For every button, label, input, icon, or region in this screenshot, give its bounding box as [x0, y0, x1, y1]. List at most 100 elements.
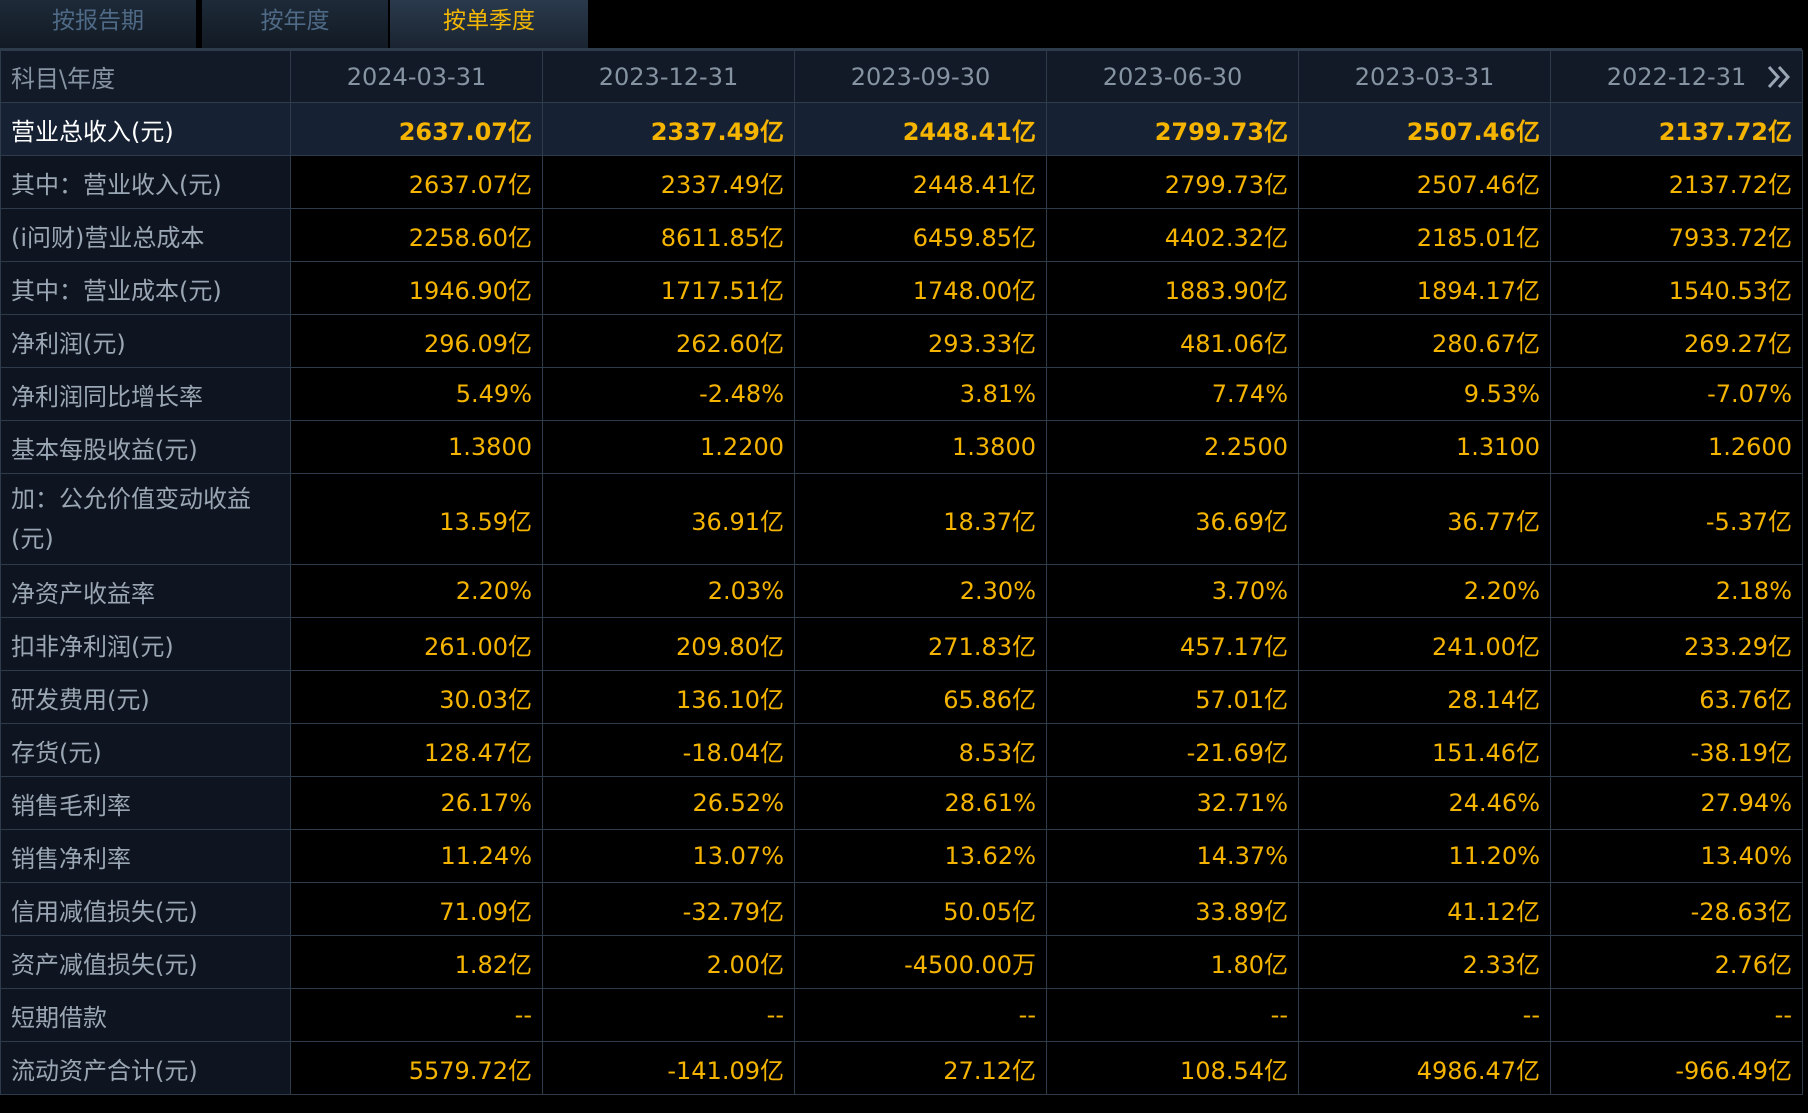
row-label[interactable]: 短期借款	[0, 988, 291, 1042]
table-cell: 128.47亿	[290, 723, 543, 777]
table-cell: 50.05亿	[794, 882, 1047, 936]
double-chevron-right-icon[interactable]	[1766, 62, 1792, 92]
table-row: 净资产收益率 2.20% 2.03% 2.30% 3.70% 2.20% 2.18%	[0, 564, 1803, 618]
table-cell: 1.3800	[794, 420, 1047, 474]
row-label[interactable]: 加：公允价值变动收益(元)	[0, 473, 291, 565]
row-label[interactable]: 销售净利率	[0, 829, 291, 883]
table-cell: 27.94%	[1550, 776, 1803, 830]
table-cell: 2507.46亿	[1298, 102, 1551, 156]
table-cell: 32.71%	[1046, 776, 1299, 830]
table-cell: 2799.73亿	[1046, 102, 1299, 156]
table-cell: 280.67亿	[1298, 314, 1551, 368]
table-header-row: 科目\年度 2024-03-31 2023-12-31 2023-09-30 2…	[0, 50, 1803, 103]
table-cell: 4402.32亿	[1046, 208, 1299, 262]
table-cell: 1946.90亿	[290, 261, 543, 315]
table-cell: 7933.72亿	[1550, 208, 1803, 262]
row-label[interactable]: (i问财)营业总成本	[0, 208, 291, 262]
table-cell: 269.27亿	[1550, 314, 1803, 368]
table-cell: -18.04亿	[542, 723, 795, 777]
corner-header: 科目\年度	[0, 50, 291, 103]
table-cell: 108.54亿	[1046, 1041, 1299, 1095]
table-cell: 2137.72亿	[1550, 102, 1803, 156]
row-label[interactable]: 净利润同比增长率	[0, 367, 291, 421]
row-label[interactable]: 研发费用(元)	[0, 670, 291, 724]
table-cell: 2137.72亿	[1550, 155, 1803, 209]
row-label[interactable]: 扣非净利润(元)	[0, 617, 291, 671]
table-cell: 71.09亿	[290, 882, 543, 936]
table-row: 加：公允价值变动收益(元) 13.59亿 36.91亿 18.37亿 36.69亿 36.…	[0, 473, 1803, 565]
table-row: 其中：营业收入(元) 2637.07亿 2337.49亿 2448.41亿 2799.7…	[0, 155, 1803, 209]
table-cell: -32.79亿	[542, 882, 795, 936]
row-label[interactable]: 其中：营业收入(元)	[0, 155, 291, 209]
row-label[interactable]: 基本每股收益(元)	[0, 420, 291, 474]
row-label[interactable]: 资产减值损失(元)	[0, 935, 291, 989]
table-row: 流动资产合计(元) 5579.72亿 -141.09亿 27.12亿 108.54亿 49…	[0, 1041, 1803, 1095]
table-cell: 26.17%	[290, 776, 543, 830]
table-cell: -4500.00万	[794, 935, 1047, 989]
table-row: 销售净利率 11.24% 13.07% 13.62% 14.37% 11.20% 13.40…	[0, 829, 1803, 883]
tab-bar: 按报告期 按年度 按单季度	[0, 0, 1808, 48]
column-header: 2024-03-31	[290, 50, 543, 103]
table-cell: 2337.49亿	[542, 155, 795, 209]
table-cell: 271.83亿	[794, 617, 1047, 671]
tab-by-quarter[interactable]: 按单季度	[390, 0, 588, 48]
row-label[interactable]: 净利润(元)	[0, 314, 291, 368]
row-label[interactable]: 净资产收益率	[0, 564, 291, 618]
table-cell: 2507.46亿	[1298, 155, 1551, 209]
column-header: 2022-12-31	[1550, 50, 1803, 103]
row-label[interactable]: 流动资产合计(元)	[0, 1041, 291, 1095]
table-row: 其中：营业成本(元) 1946.90亿 1717.51亿 1748.00亿 1883.9…	[0, 261, 1803, 315]
table-cell: 1.82亿	[290, 935, 543, 989]
table-cell: 9.53%	[1298, 367, 1551, 421]
table-cell: 13.62%	[794, 829, 1047, 883]
row-label[interactable]: 信用减值损失(元)	[0, 882, 291, 936]
table-cell: 2185.01亿	[1298, 208, 1551, 262]
row-label[interactable]: 营业总收入(元)	[0, 102, 291, 156]
table-cell: 1.2200	[542, 420, 795, 474]
table-cell: 296.09亿	[290, 314, 543, 368]
table-cell: 36.77亿	[1298, 473, 1551, 565]
table-cell: 8.53亿	[794, 723, 1047, 777]
row-label[interactable]: 销售毛利率	[0, 776, 291, 830]
table-cell: 136.10亿	[542, 670, 795, 724]
table-cell: 2.00亿	[542, 935, 795, 989]
table-cell: 241.00亿	[1298, 617, 1551, 671]
table-cell: -966.49亿	[1550, 1041, 1803, 1095]
table-cell: 151.46亿	[1298, 723, 1551, 777]
table-cell: --	[794, 988, 1047, 1042]
table-row: 净利润同比增长率 5.49% -2.48% 3.81% 7.74% 9.53% -7.07%	[0, 367, 1803, 421]
financial-table-container: 科目\年度 2024-03-31 2023-12-31 2023-09-30 2…	[0, 48, 1803, 1095]
table-cell: 11.24%	[290, 829, 543, 883]
table-cell: 6459.85亿	[794, 208, 1047, 262]
table-row: 扣非净利润(元) 261.00亿 209.80亿 271.83亿 457.17亿 241.…	[0, 617, 1803, 671]
table-cell: -28.63亿	[1550, 882, 1803, 936]
table-cell: 13.40%	[1550, 829, 1803, 883]
row-label[interactable]: 其中：营业成本(元)	[0, 261, 291, 315]
row-label[interactable]: 存货(元)	[0, 723, 291, 777]
table-row: 销售毛利率 26.17% 26.52% 28.61% 32.71% 24.46% 27.94…	[0, 776, 1803, 830]
table-cell: 262.60亿	[542, 314, 795, 368]
table-cell: 1540.53亿	[1550, 261, 1803, 315]
table-row: 信用减值损失(元) 71.09亿 -32.79亿 50.05亿 33.89亿 41.12亿…	[0, 882, 1803, 936]
table-cell: 27.12亿	[794, 1041, 1047, 1095]
table-cell: 18.37亿	[794, 473, 1047, 565]
table-cell: -2.48%	[542, 367, 795, 421]
table-cell: 1.2600	[1550, 420, 1803, 474]
tab-by-report-period[interactable]: 按报告期	[0, 0, 196, 48]
table-cell: 481.06亿	[1046, 314, 1299, 368]
table-cell: 63.76亿	[1550, 670, 1803, 724]
table-row: 基本每股收益(元) 1.3800 1.2200 1.3800 2.2500 1.3100 1…	[0, 420, 1803, 474]
table-row: 短期借款 -- -- -- -- -- --	[0, 988, 1803, 1042]
table-cell: 261.00亿	[290, 617, 543, 671]
column-header: 2023-09-30	[794, 50, 1047, 103]
table-cell: 24.46%	[1298, 776, 1551, 830]
table-cell: -141.09亿	[542, 1041, 795, 1095]
table-cell: --	[542, 988, 795, 1042]
table-cell: 2448.41亿	[794, 102, 1047, 156]
table-cell: 14.37%	[1046, 829, 1299, 883]
table-cell: 1.3800	[290, 420, 543, 474]
tab-by-year[interactable]: 按年度	[202, 0, 388, 48]
table-cell: 13.07%	[542, 829, 795, 883]
table-cell: 3.81%	[794, 367, 1047, 421]
table-cell: 1.80亿	[1046, 935, 1299, 989]
